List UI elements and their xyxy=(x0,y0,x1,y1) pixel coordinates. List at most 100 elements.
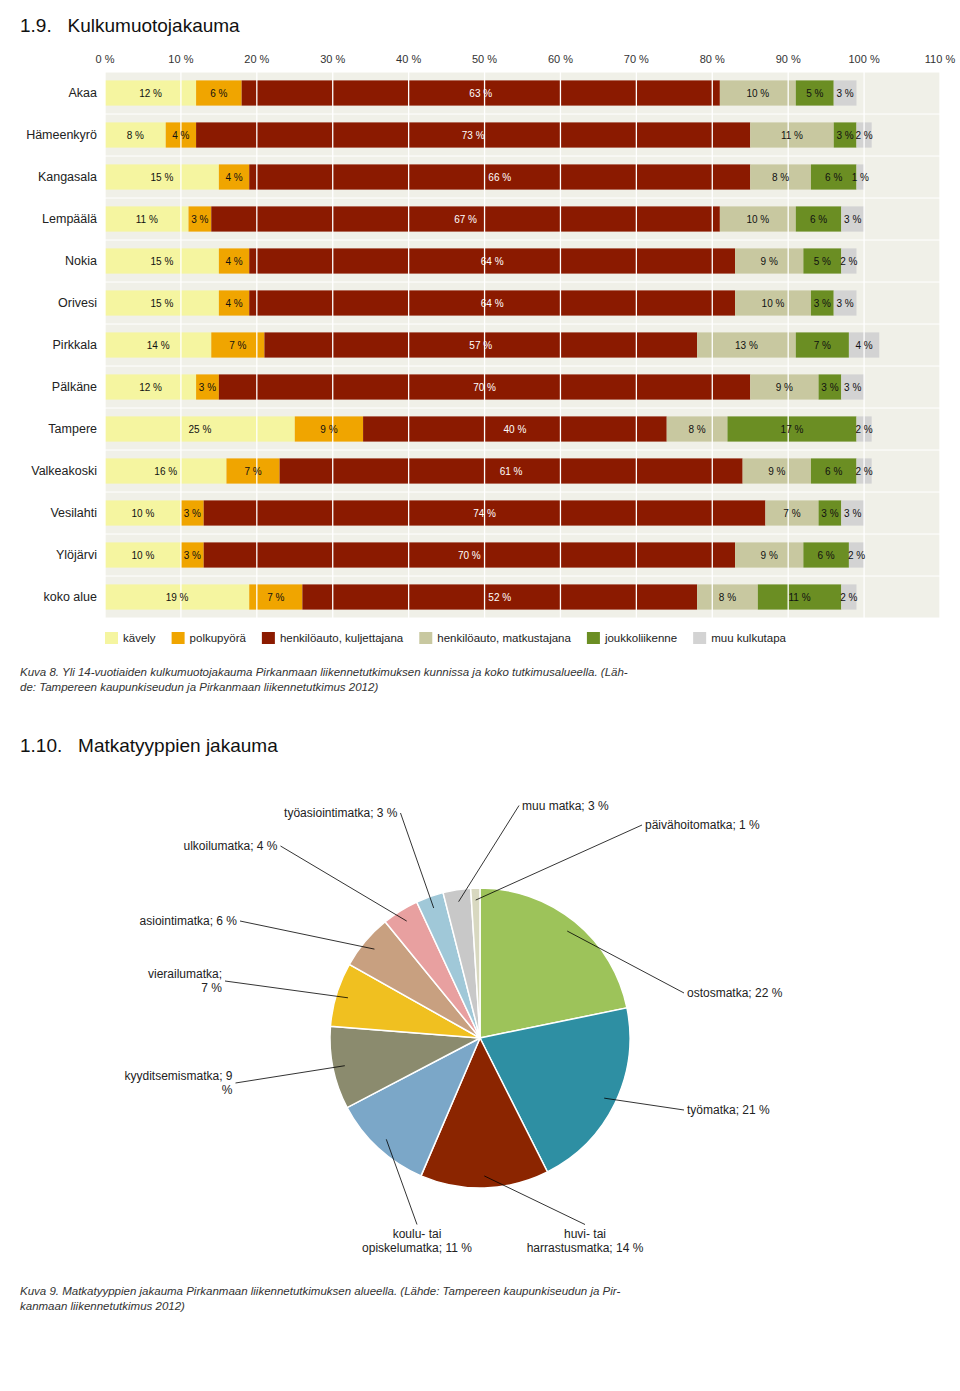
legend-label: kävely xyxy=(123,632,156,644)
slice-label-line: 7 % xyxy=(201,981,222,995)
data-label: 10 % xyxy=(762,298,785,309)
legend-swatch xyxy=(105,632,118,644)
data-label: 3 % xyxy=(836,88,853,99)
data-label: 8 % xyxy=(127,130,144,141)
data-label: 4 % xyxy=(225,256,242,267)
data-label: 11 % xyxy=(136,214,158,225)
data-label: 4 % xyxy=(855,340,872,351)
leader-line xyxy=(236,1066,345,1083)
caption: Kuva 8. Yli 14-vuotiaiden kulkumuotojaka… xyxy=(20,666,628,693)
data-label: 3 % xyxy=(844,214,861,225)
data-label: 7 % xyxy=(267,592,284,603)
slice-label: muu matka; 3 % xyxy=(522,799,609,813)
data-label: 9 % xyxy=(320,424,337,435)
slice-label-line: työasiointimatka; 3 % xyxy=(284,806,398,820)
bar-segment xyxy=(105,542,181,567)
grid-line xyxy=(180,72,181,618)
data-label: 12 % xyxy=(139,88,162,99)
data-label: 6 % xyxy=(210,88,227,99)
category-label: Vesilahti xyxy=(50,506,97,520)
leader-line xyxy=(386,1139,417,1224)
slice-label-line: opiskelumatka; 11 % xyxy=(362,1241,472,1255)
grid-line xyxy=(712,72,713,618)
slice-label-line: % xyxy=(222,1083,233,1097)
leader-line xyxy=(240,921,374,949)
bar-segment xyxy=(667,416,728,441)
data-label: 4 % xyxy=(225,298,242,309)
bar-segment xyxy=(765,500,818,525)
row-separator xyxy=(105,282,940,283)
bar-segment xyxy=(226,458,279,483)
category-label: Akaa xyxy=(69,86,98,100)
data-label: 12 % xyxy=(139,382,162,393)
category-label: Pälkäne xyxy=(52,380,97,394)
data-label: 3 % xyxy=(836,298,853,309)
slice-label: koulu- taiopiskelumatka; 11 % xyxy=(362,1227,472,1255)
bar-segment xyxy=(105,206,189,231)
bar-segment xyxy=(196,80,242,105)
row-separator xyxy=(105,450,940,451)
row-separator xyxy=(105,492,940,493)
bar-segment xyxy=(796,80,834,105)
data-label: 64 % xyxy=(481,256,504,267)
bar-segment xyxy=(841,374,864,399)
slice-label: ostosmatka; 22 % xyxy=(687,986,783,1000)
bar-segment xyxy=(249,290,735,315)
row-separator xyxy=(105,114,940,115)
row-separator xyxy=(105,156,940,157)
data-label: 19 % xyxy=(166,592,189,603)
bar-segment xyxy=(105,164,219,189)
x-tick-label: 20 % xyxy=(244,53,269,65)
data-label: 9 % xyxy=(768,466,785,477)
data-label: 16 % xyxy=(154,466,177,477)
grid-line xyxy=(560,72,561,618)
data-label: 2 % xyxy=(855,130,872,141)
data-label: 5 % xyxy=(814,256,831,267)
data-label: 4 % xyxy=(172,130,189,141)
bar-segment xyxy=(720,80,796,105)
grid-line xyxy=(332,72,333,618)
data-label: 15 % xyxy=(151,298,174,309)
bar-segment xyxy=(743,458,811,483)
x-tick-label: 80 % xyxy=(700,53,725,65)
x-tick-label: 40 % xyxy=(396,53,421,65)
data-label: 6 % xyxy=(825,466,842,477)
bar-chart: 1.9. Kulkumuotojakauma12 %8 %15 %11 %15 … xyxy=(20,15,955,693)
data-label: 13 % xyxy=(735,340,758,351)
bars xyxy=(105,80,879,609)
caption: Kuva 9. Matkatyyppien jakauma Pirkanmaan… xyxy=(20,1285,620,1312)
data-label: 10 % xyxy=(132,550,155,561)
legend-label: joukkoliikenne xyxy=(604,632,677,644)
bar-segment xyxy=(181,542,204,567)
bar-segment xyxy=(302,584,697,609)
data-label: 6 % xyxy=(818,550,835,561)
data-label: 10 % xyxy=(746,214,769,225)
bar-segment xyxy=(105,584,249,609)
category-label: Hämeenkyrö xyxy=(26,128,97,142)
data-label: 66 % xyxy=(488,172,511,183)
slice-label-line: kyyditsemismatka; 9 xyxy=(124,1069,232,1083)
category-label: Nokia xyxy=(65,254,97,268)
pie-slice xyxy=(471,888,480,1038)
bar-segment xyxy=(105,248,219,273)
row-separator xyxy=(105,618,940,619)
row-separator xyxy=(105,408,940,409)
bar-segment xyxy=(105,80,196,105)
data-label: 9 % xyxy=(776,382,793,393)
slice-label: työasiointimatka; 3 % xyxy=(284,806,398,820)
chart-canvas: 1.9. Kulkumuotojakauma12 %8 %15 %11 %15 … xyxy=(0,0,960,1391)
legend-swatch xyxy=(587,632,600,644)
data-label: 70 % xyxy=(473,382,496,393)
slice-label: kyyditsemismatka; 9% xyxy=(124,1069,232,1097)
leader-line xyxy=(225,981,348,998)
bar-segment xyxy=(105,122,166,147)
data-label: 5 % xyxy=(806,88,823,99)
bar-segment xyxy=(750,164,811,189)
bar-segment xyxy=(803,542,849,567)
data-label: 8 % xyxy=(719,592,736,603)
grid-line xyxy=(939,72,940,618)
legend-label: muu kulkutapa xyxy=(711,632,786,644)
data-label: 3 % xyxy=(184,550,201,561)
bar-segment xyxy=(219,290,249,315)
x-tick-label: 60 % xyxy=(548,53,573,65)
